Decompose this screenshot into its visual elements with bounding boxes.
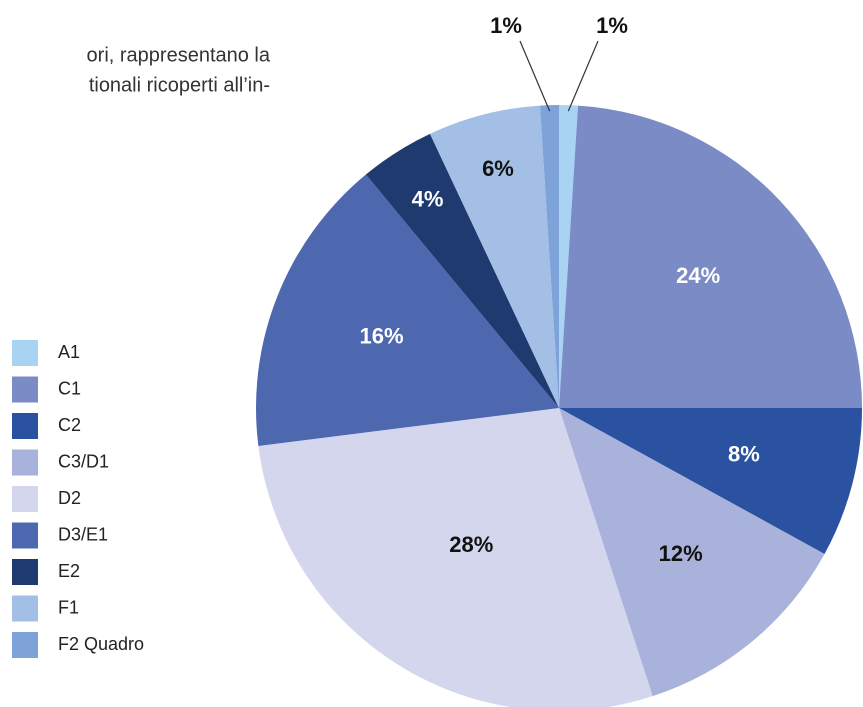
data-label: 8% [728,441,760,466]
data-label: 1% [596,13,628,38]
data-label: 24% [676,263,720,288]
legend-label: C3/D1 [58,451,109,471]
legend-label: D3/E1 [58,524,108,544]
legend-label: E2 [58,561,80,581]
legend-swatch [12,413,38,439]
pie-slice [429,105,559,408]
data-label: 6% [482,156,514,181]
legend-swatch [12,632,38,658]
legend-label: C1 [58,378,81,398]
pie-slice [365,133,559,408]
pie-slice [559,408,863,554]
legend-label: F1 [58,597,79,617]
legend-swatch [12,522,38,549]
data-label: 28% [449,532,493,557]
legend-swatch [12,340,38,366]
data-label: 12% [659,541,703,566]
data-label: 1% [490,13,522,38]
body-text: ori, rappresentano la [87,44,271,66]
leader-line [567,40,599,112]
pie-slice [559,408,825,697]
legend-swatch [12,449,38,476]
data-label: 16% [359,324,403,349]
pie-slice [559,105,579,408]
pie-slice [559,105,863,408]
legend-label: F2 Quadro [58,634,144,654]
data-label: 4% [412,187,444,212]
legend-swatch [12,486,38,512]
body-text: tionali ricoperti all’in- [89,74,270,96]
pie-slice [258,408,653,707]
legend-label: A1 [58,342,80,362]
legend-swatch [12,559,38,585]
pie-slice [256,174,559,446]
pie-slice [539,105,559,408]
leader-line [519,40,551,112]
legend-swatch [12,376,38,403]
legend-label: D2 [58,488,81,508]
legend-swatch [12,595,38,622]
legend-label: C2 [58,415,81,435]
